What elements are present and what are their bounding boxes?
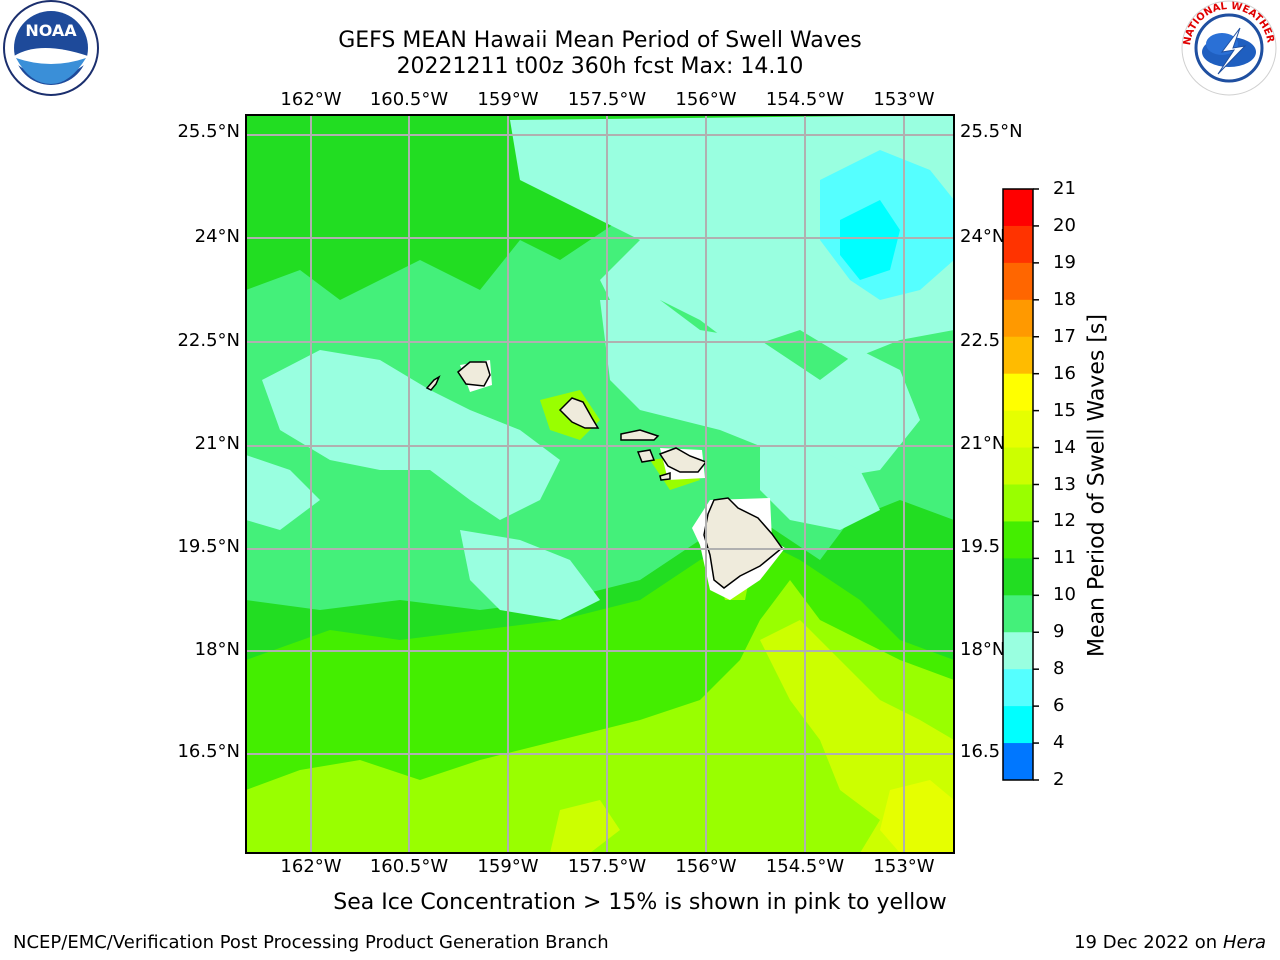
lat-label: 25.5°N bbox=[177, 121, 240, 142]
colorbar-tick-label: 10 bbox=[1053, 584, 1076, 606]
lat-label: 22.5°N bbox=[177, 330, 240, 351]
lon-label: 153°W bbox=[873, 89, 935, 110]
colorbar-tick-label: 19 bbox=[1053, 251, 1076, 273]
colorbar-tick-label: 18 bbox=[1053, 288, 1076, 310]
colorbar-tick-label: 14 bbox=[1053, 436, 1076, 458]
colorbar-cell bbox=[1003, 521, 1033, 559]
lat-label: 19.5 bbox=[960, 536, 1001, 557]
lat-label: 18°N bbox=[194, 639, 240, 660]
lat-label: 21°N bbox=[960, 433, 1006, 454]
title-line-2: 20221211 t00z 360h fcst Max: 14.10 bbox=[396, 54, 804, 79]
footer-right: 19 Dec 2022 on Hera bbox=[1074, 932, 1266, 953]
lat-label: 24°N bbox=[194, 226, 240, 247]
island-maui bbox=[658, 447, 708, 473]
colorbar-cell bbox=[1003, 706, 1033, 744]
lon-label: 156°W bbox=[675, 89, 737, 110]
colorbar-cell bbox=[1003, 410, 1033, 449]
island-oahu bbox=[558, 397, 600, 429]
colorbar-cell bbox=[1003, 189, 1033, 227]
colorbar-cell bbox=[1003, 447, 1033, 485]
colorbar-tick-label: 12 bbox=[1053, 510, 1076, 532]
lat-label: 21°N bbox=[194, 433, 240, 454]
lat-label: 24°N bbox=[960, 226, 1006, 247]
colorbar-tick-label: 8 bbox=[1053, 658, 1065, 680]
colorbar-cell bbox=[1003, 299, 1033, 338]
lon-label: 154.5°W bbox=[765, 856, 845, 877]
colorbar-tick-label: 2 bbox=[1053, 769, 1065, 790]
lon-label: 153°W bbox=[873, 856, 935, 877]
lon-label: 160.5°W bbox=[369, 89, 449, 110]
lat-label: 18°N bbox=[960, 639, 1006, 660]
island-molokai bbox=[620, 429, 660, 441]
lat-label: 16.5°N bbox=[177, 741, 240, 762]
colorbar-tick-label: 11 bbox=[1053, 547, 1076, 569]
colorbar-cell bbox=[1003, 336, 1033, 375]
island-niihau bbox=[425, 375, 441, 391]
island-kahoolawe bbox=[659, 471, 671, 481]
swell-period-field bbox=[246, 115, 954, 853]
footer-host: Hera bbox=[1222, 932, 1266, 953]
footer-left: NCEP/EMC/Verification Post Processing Pr… bbox=[13, 932, 609, 953]
colorbar-cell bbox=[1003, 669, 1033, 707]
lon-label: 157.5°W bbox=[567, 89, 647, 110]
colorbar-tick-label: 6 bbox=[1053, 695, 1065, 717]
colorbar-cell bbox=[1003, 373, 1033, 412]
colorbar-cell bbox=[1003, 743, 1033, 781]
colorbar-label: Mean Period of Swell Waves [s] bbox=[1084, 314, 1110, 657]
graticule bbox=[246, 115, 954, 853]
footer-date: 19 Dec 2022 on bbox=[1074, 932, 1218, 953]
lon-label: 160.5°W bbox=[369, 856, 449, 877]
noaa-logo: NOAA bbox=[3, 0, 99, 96]
colorbar-cell bbox=[1003, 595, 1033, 633]
colorbar-cell bbox=[1003, 484, 1033, 522]
colorbar-tick-label: 9 bbox=[1053, 621, 1065, 643]
colorbar-cell bbox=[1003, 262, 1033, 301]
noaa-logo-text: NOAA bbox=[25, 21, 77, 40]
islands bbox=[425, 361, 784, 589]
title-line-1: GEFS MEAN Hawaii Mean Period of Swell Wa… bbox=[338, 28, 862, 53]
lon-label: 159°W bbox=[477, 856, 539, 877]
island-kauai bbox=[457, 361, 491, 387]
lon-label: 159°W bbox=[477, 89, 539, 110]
colorbar-tick-label: 4 bbox=[1053, 732, 1065, 754]
colorbar-tick-label: 20 bbox=[1053, 214, 1076, 236]
colorbar-tick-label: 13 bbox=[1053, 473, 1076, 495]
lon-label: 162°W bbox=[280, 89, 342, 110]
colorbar-cell bbox=[1003, 558, 1033, 596]
island-lanai bbox=[636, 449, 656, 463]
colorbar-cell bbox=[1003, 225, 1033, 264]
lon-label: 162°W bbox=[280, 856, 342, 877]
lat-label: 25.5°N bbox=[960, 121, 1023, 142]
lon-label: 154.5°W bbox=[765, 89, 845, 110]
colorbar-tick-label: 16 bbox=[1053, 362, 1076, 384]
colorbar-tick-label: 15 bbox=[1053, 399, 1076, 421]
lat-label: 19.5°N bbox=[177, 536, 240, 557]
lon-label: 156°W bbox=[675, 856, 737, 877]
colorbar-tick-label: 21 bbox=[1053, 178, 1076, 199]
lon-label: 157.5°W bbox=[567, 856, 647, 877]
lat-label: 16.5 bbox=[960, 741, 1001, 762]
lat-label: 22.5 bbox=[960, 330, 1001, 351]
colorbar-cell bbox=[1003, 632, 1033, 670]
map-frame bbox=[245, 114, 955, 854]
sea-ice-note: Sea Ice Concentration > 15% is shown in … bbox=[333, 890, 947, 915]
colorbar-tick-label: 17 bbox=[1053, 325, 1076, 347]
colorbar bbox=[1002, 188, 1039, 781]
